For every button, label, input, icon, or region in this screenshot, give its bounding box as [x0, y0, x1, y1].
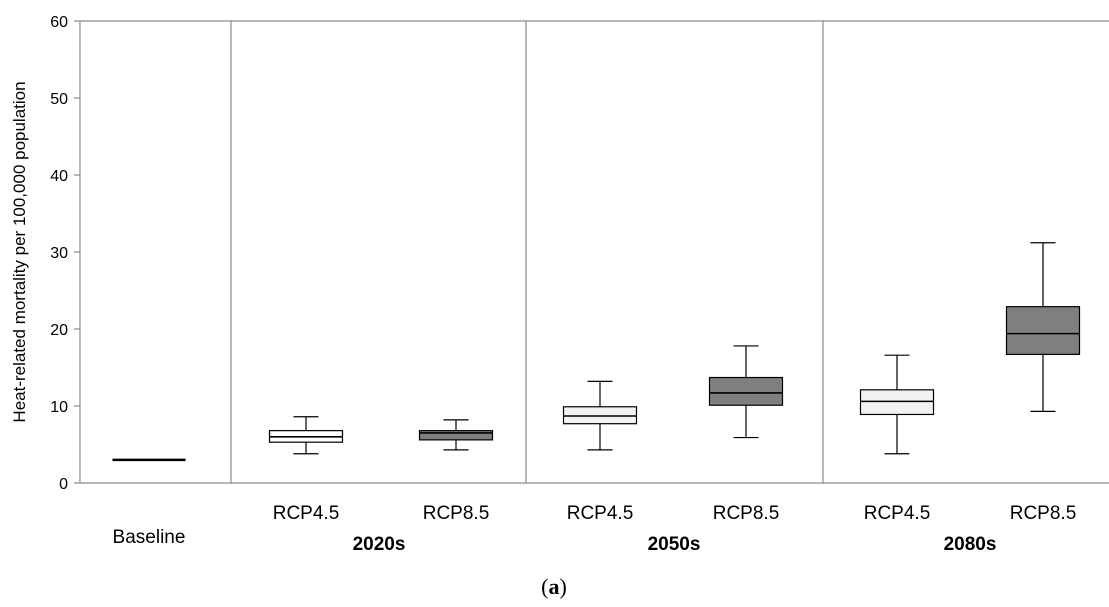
y-tick-label: 0	[59, 476, 68, 493]
iqr-box	[1005, 306, 1081, 356]
panel-label-letter: a	[549, 574, 560, 599]
category-labels: Baseline RCP4.5 RCP8.5 RCP4.5 RCP8.5 RCP4.5 RC…	[113, 503, 1077, 548]
category-label: RCP8.5	[1010, 503, 1077, 524]
category-label: RCP4.5	[273, 503, 340, 524]
panel-label-open: (	[541, 574, 548, 599]
y-tick-label: 60	[50, 14, 68, 31]
panel-label: (a)	[541, 574, 567, 599]
panel-dividers	[230, 21, 824, 483]
y-tick-label: 50	[50, 91, 68, 108]
y-tick-label: 40	[50, 168, 68, 185]
iqr-box	[708, 376, 784, 406]
group-label: 2050s	[648, 534, 701, 555]
iqr-box	[418, 430, 494, 441]
box-2050s-RCP4.5	[562, 380, 638, 451]
group-label: 2020s	[353, 534, 406, 555]
category-label: RCP8.5	[713, 503, 780, 524]
box-2020s-RCP4.5	[268, 416, 344, 455]
panel-label-close: )	[560, 574, 567, 599]
category-label: RCP4.5	[567, 503, 634, 524]
category-label: RCP4.5	[864, 503, 931, 524]
y-tick-label: 30	[50, 245, 68, 262]
box-2050s-RCP8.5	[708, 345, 784, 439]
box-2080s-RCP4.5	[859, 354, 935, 455]
category-label: RCP8.5	[423, 503, 490, 524]
y-tick-label: 10	[50, 399, 68, 416]
boxes	[112, 242, 1081, 462]
category-label: Baseline	[113, 527, 186, 548]
y-axis-title: Heat-related mortality per 100,000 popul…	[10, 81, 29, 422]
box-2080s-RCP8.5	[1005, 242, 1081, 412]
group-labels: 2020s 2050s 2080s	[353, 534, 997, 555]
y-axis-ticks: 0 10 20 30 40 50 60	[50, 14, 80, 493]
group-label: 2080s	[944, 534, 997, 555]
box-2020s-RCP8.5	[418, 419, 494, 451]
y-tick-label: 20	[50, 322, 68, 339]
